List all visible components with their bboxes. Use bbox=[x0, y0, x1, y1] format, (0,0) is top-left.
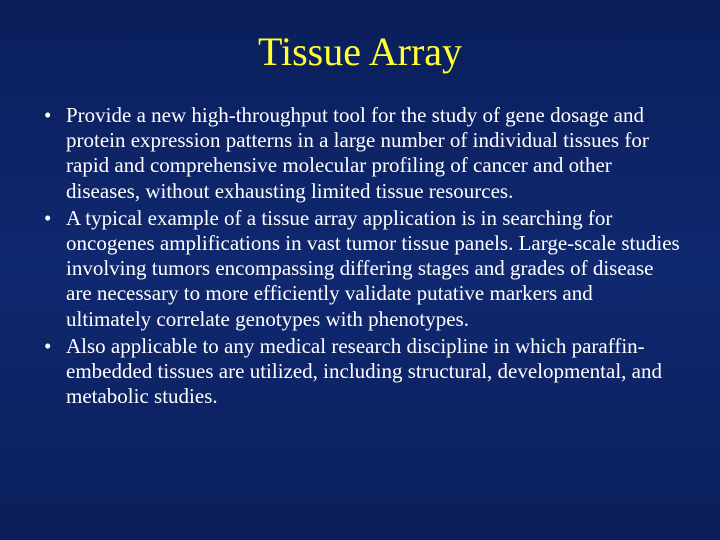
bullet-list: Provide a new high-throughput tool for t… bbox=[38, 103, 682, 409]
slide: Tissue Array Provide a new high-throughp… bbox=[0, 0, 720, 540]
bullet-item: Also applicable to any medical research … bbox=[38, 334, 682, 410]
bullet-item: A typical example of a tissue array appl… bbox=[38, 206, 682, 332]
slide-title: Tissue Array bbox=[38, 28, 682, 75]
bullet-item: Provide a new high-throughput tool for t… bbox=[38, 103, 682, 204]
